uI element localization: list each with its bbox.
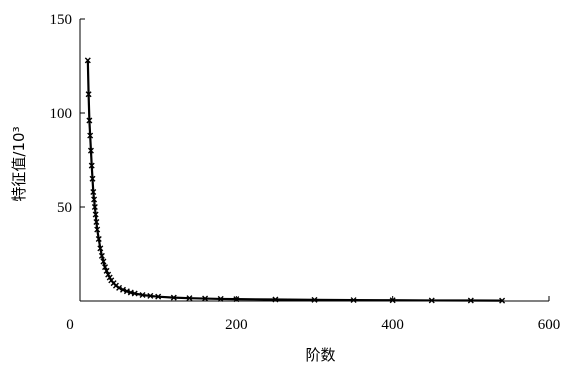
data-point [87,147,94,154]
data-point [139,291,146,298]
series-layer [84,57,506,304]
y-tick-label: 150 [50,12,73,28]
series-line [86,60,503,302]
x-tick-label: 200 [225,317,248,333]
data-point [123,288,130,295]
data-point [103,267,110,274]
y-tick-label: 50 [57,200,72,216]
data-point [186,295,193,302]
data-point [97,245,104,252]
data-point [100,258,107,265]
y-axis-title: 特征值/10³ [10,126,28,201]
data-point [95,235,102,242]
data-point [170,294,177,301]
axes [79,19,549,302]
data-point [98,252,105,259]
data-point [92,211,99,218]
data-point [89,175,96,182]
data-point [106,274,113,281]
data-point [233,296,240,303]
data-point [272,296,279,303]
data-point [119,286,126,293]
data-point [499,297,506,304]
data-point [90,188,97,195]
data-point [428,297,435,304]
x-tick-label: 600 [538,317,561,333]
data-point [389,297,396,304]
data-point [87,132,94,139]
data-point [91,204,98,210]
data-point [94,226,101,233]
data-point [84,57,91,64]
data-point [85,91,92,98]
data-point [91,196,98,203]
data-point [93,219,100,226]
data-point [86,117,93,124]
data-point [116,284,123,291]
data-point [131,290,138,297]
data-point [147,292,154,299]
x-axis-title: 阶数 [305,346,335,364]
data-point [311,296,318,303]
y-tick-label: 100 [50,106,73,122]
data-point [467,297,474,304]
data-point [155,293,162,300]
y-ticks: 50 100 150 [50,12,85,216]
data-point [102,264,109,271]
data-point [350,297,357,304]
x-ticks: 0 200 400 600 [66,296,560,333]
x-tick-label: 0 [66,317,74,333]
data-point [88,162,95,169]
x-tick-label: 400 [381,317,404,333]
data-point [202,295,209,302]
data-point [217,295,224,302]
data-point [105,271,112,278]
